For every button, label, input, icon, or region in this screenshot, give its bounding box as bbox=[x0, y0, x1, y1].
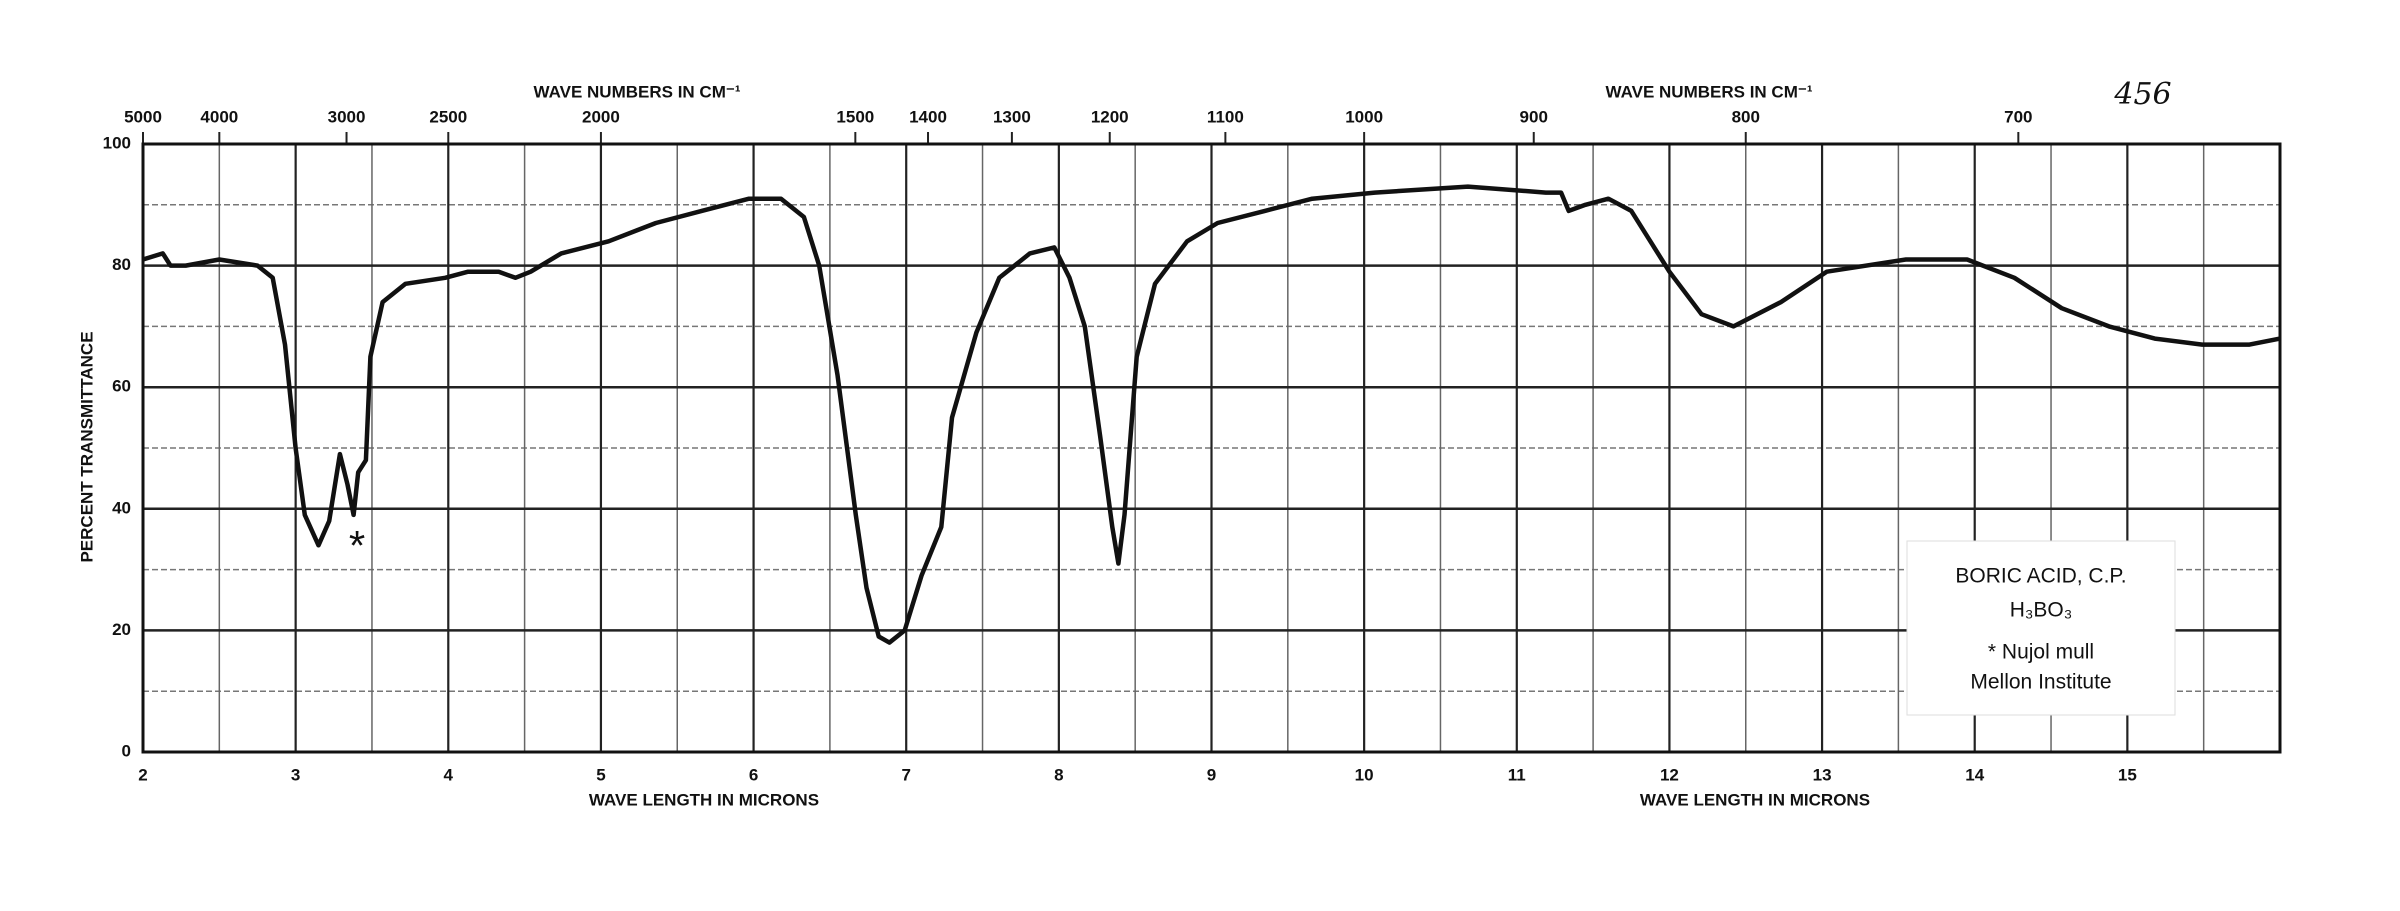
y-axis-label: PERCENT TRANSMITTANCE bbox=[77, 331, 96, 562]
x-tick-label: 4 bbox=[444, 765, 454, 784]
top-axis-label: WAVE NUMBERS IN CM⁻¹ bbox=[1606, 82, 1813, 101]
top-tick-label: 1000 bbox=[1345, 107, 1383, 126]
top-tick-label: 800 bbox=[1732, 107, 1760, 126]
x-tick-label: 13 bbox=[1813, 765, 1832, 784]
x-axis-label: WAVE LENGTH IN MICRONS bbox=[589, 790, 819, 809]
y-tick-label: 0 bbox=[122, 741, 131, 760]
info-box-frame bbox=[1906, 540, 2176, 716]
top-tick-label: 5000 bbox=[124, 107, 162, 126]
x-tick-label: 3 bbox=[291, 765, 300, 784]
y-tick-label: 60 bbox=[112, 377, 131, 396]
top-tick-label: 1200 bbox=[1091, 107, 1129, 126]
x-tick-label: 10 bbox=[1355, 765, 1374, 784]
top-tick-label: 1100 bbox=[1207, 107, 1244, 126]
x-tick-label: 14 bbox=[1965, 765, 1984, 784]
top-axis-label: WAVE NUMBERS IN CM⁻¹ bbox=[534, 82, 741, 101]
top-tick-label: 3000 bbox=[328, 107, 366, 126]
x-tick-label: 6 bbox=[749, 765, 758, 784]
y-tick-label: 80 bbox=[112, 255, 131, 274]
top-tick-label: 1400 bbox=[909, 107, 947, 126]
y-tick-label: 100 bbox=[103, 133, 131, 152]
x-tick-label: 12 bbox=[1660, 765, 1679, 784]
annotation-asterisk: * bbox=[349, 522, 365, 569]
spectrum-line bbox=[142, 184, 2281, 645]
x-tick-label: 2 bbox=[138, 765, 147, 784]
x-tick-label: 5 bbox=[596, 765, 605, 784]
top-tick-label: 700 bbox=[2004, 107, 2032, 126]
y-tick-label: 20 bbox=[112, 620, 131, 639]
info-line: * Nujol mull bbox=[1988, 641, 2094, 664]
info-line: BORIC ACID, C.P. bbox=[1955, 565, 2126, 588]
top-tick-label: 1300 bbox=[993, 107, 1031, 126]
x-tick-label: 11 bbox=[1508, 765, 1526, 784]
info-box: BORIC ACID, C.P. H₃BO₃ * Nujol mull Mell… bbox=[1906, 540, 2176, 716]
top-tick-label: 1500 bbox=[836, 107, 874, 126]
x-tick-label: 15 bbox=[2118, 765, 2137, 784]
page-number: 456 bbox=[2113, 77, 2171, 112]
top-tick-label: 2000 bbox=[582, 107, 620, 126]
x-axis-label: WAVE LENGTH IN MICRONS bbox=[1640, 790, 1870, 809]
top-tick-label: 2500 bbox=[429, 107, 467, 126]
x-tick-label: 8 bbox=[1054, 765, 1063, 784]
info-line: Mellon Institute bbox=[1970, 671, 2111, 694]
y-tick-label: 40 bbox=[112, 498, 131, 517]
top-tick-label: 900 bbox=[1520, 107, 1548, 126]
x-tick-label: 7 bbox=[901, 765, 910, 784]
top-tick-label: 4000 bbox=[200, 107, 238, 126]
x-tick-label: 9 bbox=[1207, 765, 1216, 784]
plot-frame bbox=[141, 142, 2282, 754]
info-line: H₃BO₃ bbox=[2010, 599, 2073, 622]
